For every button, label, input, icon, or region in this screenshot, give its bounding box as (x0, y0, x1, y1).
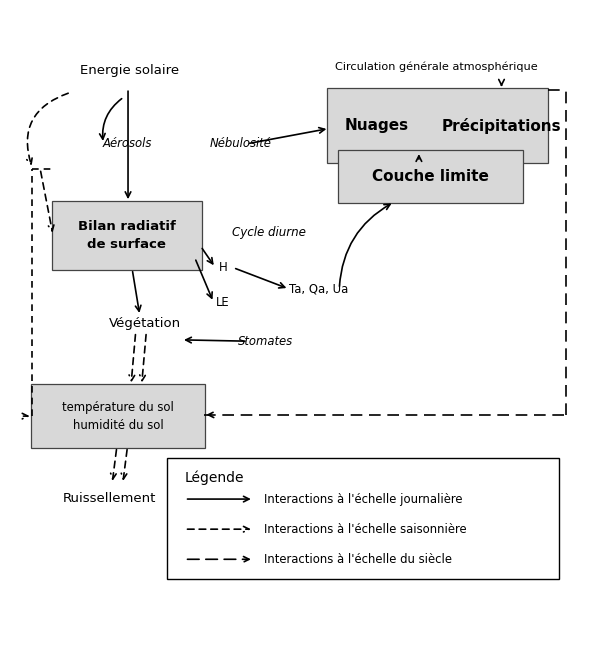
Text: Nuages: Nuages (345, 118, 408, 133)
Text: H: H (219, 261, 227, 274)
Text: Ta, Qa, Ua: Ta, Qa, Ua (289, 282, 348, 296)
FancyBboxPatch shape (338, 150, 523, 203)
Text: Précipitations: Précipitations (442, 118, 561, 134)
Text: Ruissellement: Ruissellement (63, 492, 156, 505)
Text: Cycle diurne: Cycle diurne (231, 226, 306, 240)
Text: Stomates: Stomates (238, 334, 293, 348)
Text: Végétation: Végétation (109, 316, 181, 330)
FancyBboxPatch shape (31, 384, 205, 448)
Text: Interactions à l'échelle du siècle: Interactions à l'échelle du siècle (264, 553, 453, 566)
Text: Circulation générale atmosphérique: Circulation générale atmosphérique (335, 62, 538, 72)
Text: température du sol
humidité du sol: température du sol humidité du sol (62, 401, 174, 432)
Text: Bilan radiatif
de surface: Bilan radiatif de surface (78, 220, 176, 251)
FancyBboxPatch shape (167, 458, 559, 579)
Text: LE: LE (216, 296, 230, 309)
FancyBboxPatch shape (52, 201, 202, 270)
Text: Aérosols: Aérosols (102, 137, 152, 151)
Text: Nébulosité: Nébulosité (209, 137, 271, 151)
Text: Interactions à l'échelle journalière: Interactions à l'échelle journalière (264, 492, 463, 506)
Text: Interactions à l'échelle saisonnière: Interactions à l'échelle saisonnière (264, 522, 467, 536)
Text: Energie solaire: Energie solaire (80, 64, 179, 77)
Text: Couche limite: Couche limite (372, 169, 489, 184)
FancyBboxPatch shape (327, 88, 548, 163)
Text: Légende: Légende (185, 471, 244, 486)
